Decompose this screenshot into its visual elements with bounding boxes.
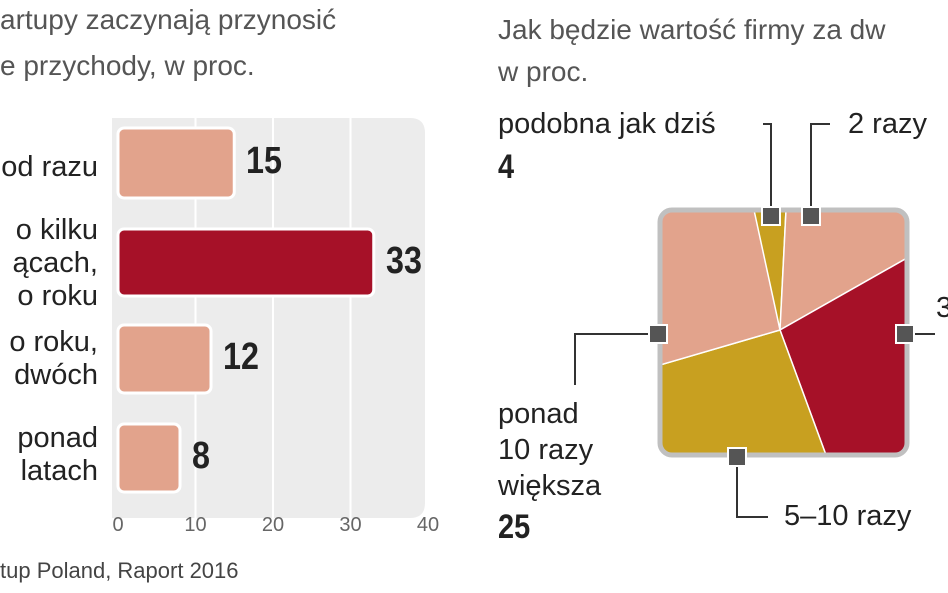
- bar-category-label-3: o roku, dwóch: [9, 326, 98, 392]
- bar-category-2-line-3: o roku: [17, 280, 98, 312]
- pie-label-podobna: podobna jak dziś: [498, 108, 716, 140]
- pie-label-ponad-10-line-3: większa: [498, 470, 602, 502]
- bar-marks: [116, 126, 376, 494]
- pie-value-podobna: 4: [498, 148, 515, 186]
- bar-category-4-line-1: ponad: [17, 422, 98, 454]
- pie-label-2-razy: 2 razy: [848, 108, 927, 140]
- pie-slice-3: [779, 256, 907, 455]
- pie-marker-podobna: [761, 206, 781, 226]
- pie-marker-ponad-10: [648, 324, 668, 344]
- x-tick-label: 0: [112, 514, 124, 536]
- bar-category-3-line-1: o roku,: [9, 326, 98, 358]
- x-tick-label: 10: [184, 514, 207, 536]
- bar-category-label-2: o kilku ącach, o roku: [13, 214, 98, 313]
- leader-line-podobna: [763, 123, 772, 216]
- bar-category-label-4: ponad latach: [17, 422, 98, 488]
- bar-value-label-4: 8: [192, 435, 210, 477]
- pie-slice-2-razy: [779, 210, 907, 332]
- leader-line-ponad-10: [574, 333, 658, 385]
- left-chart-title-line-1: artupy zaczynają przynosić: [0, 4, 337, 35]
- x-tick-label: 40: [416, 514, 440, 536]
- pie-label-ponad-10-line-2: 10 razy: [498, 434, 594, 466]
- bar-category-2-line-1: o kilku: [15, 214, 98, 246]
- pie-label-3: 3: [936, 292, 948, 324]
- bar: [116, 227, 376, 298]
- bar-category-4-line-2: latach: [20, 455, 98, 487]
- bar-plot-background: [112, 118, 425, 518]
- pie-label-ponad-10-line-1: ponad: [498, 398, 579, 430]
- pie-marker-5-10-razy: [727, 447, 747, 467]
- x-tick-label: 20: [261, 514, 285, 536]
- bar-category-label-1: od razu: [1, 151, 98, 184]
- x-tick-label: 30: [339, 514, 362, 536]
- right-chart-title-line-1: Jak będzie wartość firmy za dw: [498, 14, 886, 45]
- pie-slice-ponad-10: [660, 210, 781, 366]
- bar: [116, 422, 182, 494]
- pie-value-ponad-10: 25: [498, 508, 531, 546]
- right-chart-title-line-2: w proc.: [498, 56, 589, 87]
- pie-label-ponad-10: ponad 10 razy większa: [498, 396, 601, 504]
- pie-label-5-10-razy: 5–10 razy: [784, 500, 912, 532]
- bar-value-label-3: 12: [223, 336, 259, 378]
- bar: [116, 323, 213, 395]
- pie-marker-3: [895, 324, 915, 344]
- bar: [116, 126, 236, 200]
- bar-value-label-1: 15: [246, 140, 283, 182]
- source-note: tup Poland, Raport 2016: [0, 558, 239, 583]
- bar-value-label-2: 33: [385, 239, 422, 282]
- bar-category-3-line-2: dwóch: [14, 359, 98, 391]
- bar-category-1-line-1: od razu: [1, 151, 98, 183]
- pie-marker-2-razy: [801, 206, 821, 226]
- leader-line-5-10-razy: [736, 457, 768, 518]
- leader-line-2-razy: [810, 123, 830, 216]
- bar-category-2-line-2: ącach,: [12, 247, 98, 279]
- left-chart-title-line-2: e przychody, w proc.: [0, 50, 255, 81]
